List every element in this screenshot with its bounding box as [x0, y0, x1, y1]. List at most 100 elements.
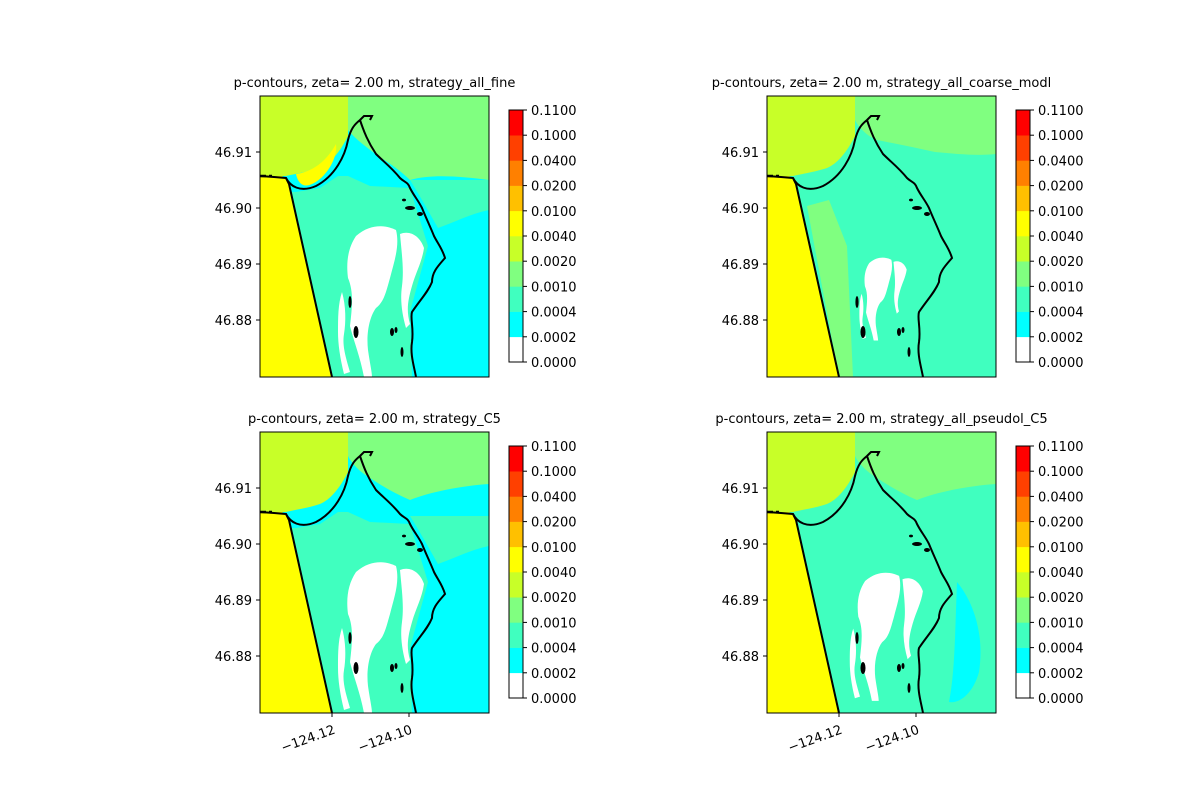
island: [855, 632, 859, 644]
map-area: 46.91 46.90 46.89 46.88 −124.12 −124.10: [215, 431, 490, 756]
island: [405, 206, 415, 210]
contour-band: [849, 628, 860, 699]
island: [353, 326, 359, 338]
colorbar-tick-label: 0.0010: [531, 280, 577, 295]
island: [390, 328, 394, 336]
colorbar-tick-label: 0.0400: [1038, 490, 1084, 505]
colorbar: 0.0000 0.0002 0.0004 0.0010 0.0020 0.0040 0.01…: [1015, 440, 1084, 707]
colorbar-tick-label: 0.0200: [1038, 180, 1084, 195]
colorbar-segment: [509, 210, 523, 237]
colorbar-tick-label: 0.0002: [531, 667, 577, 682]
colorbar: 0.0000 0.0002 0.0004 0.0010 0.0020 0.0040 0.01…: [508, 104, 577, 371]
colorbar-tick-label: 0.0004: [531, 642, 577, 657]
colorbar-segment: [1016, 210, 1030, 237]
map-frame: [766, 431, 997, 714]
colorbar-tick-label: 0.0400: [531, 490, 577, 505]
colorbar-tick-label: 0.0000: [1038, 692, 1084, 707]
y-tick-label: 46.90: [215, 202, 252, 217]
island: [394, 663, 398, 669]
contour-band: [859, 293, 866, 339]
island: [390, 664, 394, 672]
colorbar-segment: [1016, 647, 1030, 674]
colorbar-segment: [1016, 110, 1030, 136]
colorbar-tick-label: 0.0010: [1038, 280, 1084, 295]
map-frame: [259, 95, 490, 378]
island: [405, 542, 415, 546]
colorbar-tick-label: 0.0000: [1038, 356, 1084, 371]
colorbar-segment: [1016, 311, 1030, 338]
y-tick-label: 46.89: [722, 258, 759, 273]
contour-band: [260, 432, 332, 713]
island: [897, 328, 901, 336]
y-tick-label: 46.91: [722, 482, 759, 497]
colorbar-segment: [1016, 286, 1030, 312]
colorbar-segment: [509, 160, 523, 186]
colorbar-segment: [509, 496, 523, 522]
colorbar-segment: [1016, 135, 1030, 161]
map-panel: p-contours, zeta= 2.00 m, strategy_C5 46.…: [215, 412, 577, 756]
colorbar-tick-label: 0.0000: [531, 692, 577, 707]
map-panel: p-contours, zeta= 2.00 m, strategy_all_f…: [215, 76, 577, 378]
colorbar-tick-label: 0.0020: [531, 591, 577, 606]
contour-band: [767, 96, 855, 176]
colorbar-segment: [509, 286, 523, 312]
contour-band: [348, 432, 489, 500]
colorbar-tick-label: 0.1100: [531, 440, 577, 455]
y-tick-label: 46.88: [722, 650, 759, 665]
panels-layer: p-contours, zeta= 2.00 m, strategy_all_f…: [215, 76, 1084, 756]
colorbar-tick-label: 0.0004: [531, 306, 577, 321]
contour-band: [348, 96, 489, 180]
contour-band: [807, 200, 853, 377]
colorbar-tick-label: 0.0100: [531, 205, 577, 220]
island: [402, 534, 406, 538]
island: [348, 296, 352, 308]
contour-band: [400, 568, 424, 664]
colorbar-segment: [1016, 672, 1030, 699]
contour-band: [410, 516, 489, 564]
colorbar-tick-label: 0.0100: [531, 541, 577, 556]
island: [400, 683, 404, 693]
map-panel: p-contours, zeta= 2.00 m, strategy_all_c…: [712, 76, 1084, 378]
contour-band: [338, 292, 350, 374]
colorbar-segment: [509, 546, 523, 573]
y-tick-label: 46.91: [215, 146, 252, 161]
colorbar-tick-label: 0.0100: [1038, 541, 1084, 556]
contour-band: [400, 232, 424, 328]
colorbar-segment: [1016, 236, 1030, 262]
colorbar-tick-label: 0.0040: [531, 566, 577, 581]
island: [348, 632, 352, 644]
island: [417, 548, 423, 552]
colorbar-segment: [1016, 261, 1030, 287]
colorbar-segment: [509, 672, 523, 699]
contour-band: [767, 432, 839, 713]
colorbar-tick-label: 0.1000: [1038, 129, 1084, 144]
island: [924, 548, 930, 552]
contour-band: [260, 96, 348, 176]
colorbar-segment: [509, 647, 523, 674]
colorbar-segment: [509, 471, 523, 497]
island: [400, 347, 404, 357]
colorbar-tick-label: 0.0400: [1038, 154, 1084, 169]
colorbar-segment: [509, 597, 523, 623]
island: [924, 212, 930, 216]
island: [855, 296, 859, 308]
colorbar-tick-label: 0.0020: [1038, 591, 1084, 606]
colorbar-segment: [509, 185, 523, 212]
map-frame: [259, 431, 490, 714]
colorbar-segment: [509, 521, 523, 548]
colorbar-tick-label: 0.0004: [1038, 642, 1084, 657]
colorbar-segment: [1016, 471, 1030, 497]
colorbar-tick-label: 0.0002: [1038, 667, 1084, 682]
island: [912, 206, 922, 210]
contour-band: [260, 432, 348, 512]
colorbar-tick-label: 0.0002: [1038, 331, 1084, 346]
y-tick-label: 46.90: [722, 202, 759, 217]
colorbar-tick-label: 0.0040: [1038, 566, 1084, 581]
contour-band: [855, 432, 996, 500]
island: [402, 198, 406, 202]
contour-band: [296, 144, 337, 186]
island: [907, 683, 911, 693]
y-tick-label: 46.90: [722, 538, 759, 553]
colorbar-tick-label: 0.1100: [1038, 440, 1084, 455]
